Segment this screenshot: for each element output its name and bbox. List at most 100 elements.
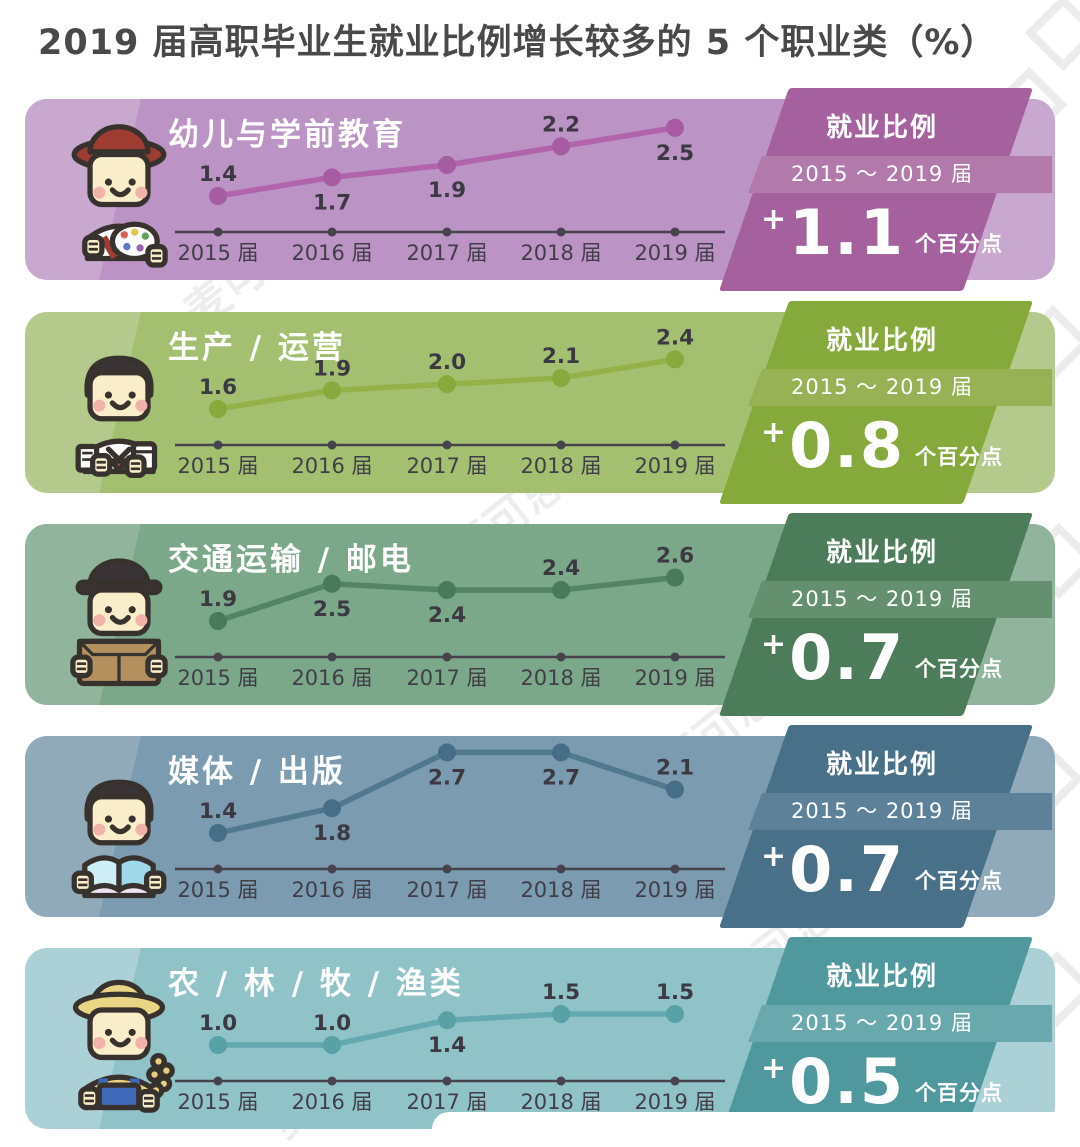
band-2: 生产 / 运营 1.6 1.9 2.0 2.1 2.4 2015 届 2016 届 2017 届… — [0, 301, 1080, 504]
panel-delta: +0.5 个百分点 — [742, 1042, 1022, 1122]
panel-period: 2015 ～ 2019 届 — [791, 799, 973, 823]
category-title: 幼儿与学前教育 — [168, 117, 406, 153]
panel-period: 2015 ～ 2019 届 — [791, 587, 973, 611]
band-4: 媒体 / 出版 1.4 1.8 2.7 2.7 2.1 2015 届 2016 届 2017 届… — [0, 725, 1080, 928]
svg-text:2.4: 2.4 — [542, 556, 580, 581]
svg-text:1.4: 1.4 — [199, 162, 237, 187]
delta-value: 0.8 — [789, 409, 905, 482]
panel-heading: 就业比例 — [825, 326, 938, 356]
summary-panel-text: 就业比例 2015 ～ 2019 届 +0.8 个百分点 — [742, 312, 1022, 493]
delta-value: 0.7 — [789, 621, 905, 694]
line-chart: 1.4 1.7 1.9 2.2 2.5 2015 届 2016 届 2017 届 2018 届 2… — [175, 112, 725, 265]
plus-sign: + — [761, 838, 787, 874]
svg-text:2019 届: 2019 届 — [634, 454, 715, 478]
panel-period: 2015 ～ 2019 届 — [791, 375, 973, 399]
svg-text:1.0: 1.0 — [313, 1011, 351, 1036]
line-chart: 1.6 1.9 2.0 2.1 2.4 2015 届 2016 届 2017 届 2018 届 2… — [175, 325, 725, 478]
delta-value: 0.7 — [789, 833, 905, 906]
line-chart: 1.0 1.0 1.4 1.5 1.5 2015 届 2016 届 2017 届 2018 届 2… — [175, 980, 725, 1114]
preschool-teacher-icon — [40, 109, 198, 271]
panel-heading: 就业比例 — [825, 113, 938, 143]
svg-text:2019 届: 2019 届 — [634, 1090, 715, 1114]
svg-text:2016 届: 2016 届 — [291, 454, 372, 478]
svg-text:2018 届: 2018 届 — [520, 878, 601, 902]
category-title: 农 / 林 / 牧 / 渔类 — [168, 966, 464, 1002]
summary-panel-text: 就业比例 2015 ～ 2019 届 +0.5 个百分点 — [742, 948, 1022, 1129]
svg-text:2017 届: 2017 届 — [406, 878, 487, 902]
svg-text:1.0: 1.0 — [199, 1011, 237, 1036]
svg-text:2016 届: 2016 届 — [291, 1090, 372, 1114]
panel-period: 2015 ～ 2019 届 — [791, 162, 973, 186]
svg-text:2.1: 2.1 — [656, 756, 694, 781]
svg-text:1.8: 1.8 — [313, 821, 351, 846]
delta-suffix: 个百分点 — [914, 657, 1003, 681]
delta-value: 1.1 — [789, 196, 905, 269]
svg-text:2017 届: 2017 届 — [406, 241, 487, 265]
svg-text:2019 届: 2019 届 — [634, 878, 715, 902]
svg-text:2019 届: 2019 届 — [634, 241, 715, 265]
delta-value: 0.5 — [789, 1045, 905, 1118]
svg-text:2.7: 2.7 — [542, 765, 580, 790]
panel-delta: +0.7 个百分点 — [742, 618, 1022, 698]
svg-text:2015 届: 2015 届 — [177, 666, 258, 690]
svg-text:2.2: 2.2 — [542, 112, 580, 137]
svg-text:2017 届: 2017 届 — [406, 1090, 487, 1114]
delta-suffix: 个百分点 — [914, 445, 1003, 469]
svg-text:2015 届: 2015 届 — [177, 454, 258, 478]
line-chart: 1.4 1.8 2.7 2.7 2.1 2015 届 2016 届 2017 届 2018 届 2… — [175, 743, 725, 902]
svg-text:2015 届: 2015 届 — [177, 1090, 258, 1114]
svg-text:1.7: 1.7 — [313, 190, 351, 215]
svg-text:2017 届: 2017 届 — [406, 454, 487, 478]
panel-heading: 就业比例 — [825, 538, 938, 568]
line-chart: 1.9 2.5 2.4 2.4 2.6 2015 届 2016 届 2017 届 2018 届 2… — [175, 544, 725, 690]
period-stripe — [748, 369, 1052, 406]
svg-text:1.6: 1.6 — [199, 375, 237, 400]
svg-text:2018 届: 2018 届 — [520, 666, 601, 690]
plus-sign: + — [761, 1050, 787, 1086]
svg-text:2016 届: 2016 届 — [291, 666, 372, 690]
band-1: 幼儿与学前教育 1.4 1.7 1.9 2.2 2.5 2015 届 2016 届 2017 届… — [0, 88, 1080, 291]
summary-panel-text: 就业比例 2015 ～ 2019 届 +1.1 个百分点 — [742, 99, 1022, 280]
svg-text:1.5: 1.5 — [542, 980, 580, 1005]
panel-heading: 就业比例 — [825, 750, 938, 780]
svg-text:2.0: 2.0 — [428, 350, 466, 375]
svg-text:2016 届: 2016 届 — [291, 241, 372, 265]
category-title: 媒体 / 出版 — [168, 754, 346, 790]
svg-text:2.5: 2.5 — [656, 141, 694, 166]
band-5: 农 / 林 / 牧 / 渔类 1.0 1.0 1.4 1.5 1.5 2015 届 2016 … — [0, 937, 1080, 1140]
svg-text:2017 届: 2017 届 — [406, 666, 487, 690]
svg-text:2.5: 2.5 — [313, 597, 351, 622]
svg-text:1.5: 1.5 — [656, 980, 694, 1005]
svg-text:2015 届: 2015 届 — [177, 241, 258, 265]
plus-sign: + — [761, 414, 787, 450]
period-stripe — [748, 581, 1052, 618]
svg-text:1.9: 1.9 — [313, 356, 351, 381]
svg-text:2.7: 2.7 — [428, 765, 466, 790]
svg-text:2015 届: 2015 届 — [177, 878, 258, 902]
svg-text:2018 届: 2018 届 — [520, 241, 601, 265]
svg-text:2016 届: 2016 届 — [291, 878, 372, 902]
svg-text:1.4: 1.4 — [428, 1033, 466, 1058]
agriculture-forestry-icon — [40, 958, 198, 1120]
bottom-white-patch — [432, 1112, 1080, 1147]
panel-delta: +0.8 个百分点 — [742, 406, 1022, 486]
svg-text:1.4: 1.4 — [199, 799, 237, 824]
period-stripe — [748, 1005, 1052, 1042]
band-3: 交通运输 / 邮电 1.9 2.5 2.4 2.4 2.6 2015 届 2016 届 2017… — [0, 513, 1080, 716]
period-stripe — [748, 793, 1052, 830]
page-title: 2019 届高职毕业生就业比例增长较多的 5 个职业类（%） — [38, 23, 997, 63]
panel-delta: +1.1 个百分点 — [742, 193, 1022, 273]
svg-text:2018 届: 2018 届 — [520, 1090, 601, 1114]
svg-text:2019 届: 2019 届 — [634, 666, 715, 690]
transportation-post-icon — [40, 534, 198, 696]
plus-sign: + — [761, 201, 787, 237]
plus-sign: + — [761, 626, 787, 662]
svg-text:1.9: 1.9 — [428, 178, 466, 203]
category-title: 交通运输 / 邮电 — [168, 542, 414, 578]
panel-delta: +0.7 个百分点 — [742, 830, 1022, 910]
svg-text:2018 届: 2018 届 — [520, 454, 601, 478]
summary-panel-text: 就业比例 2015 ～ 2019 届 +0.7 个百分点 — [742, 736, 1022, 917]
svg-text:2.4: 2.4 — [428, 603, 466, 628]
delta-suffix: 个百分点 — [914, 869, 1003, 893]
delta-suffix: 个百分点 — [914, 1081, 1003, 1105]
